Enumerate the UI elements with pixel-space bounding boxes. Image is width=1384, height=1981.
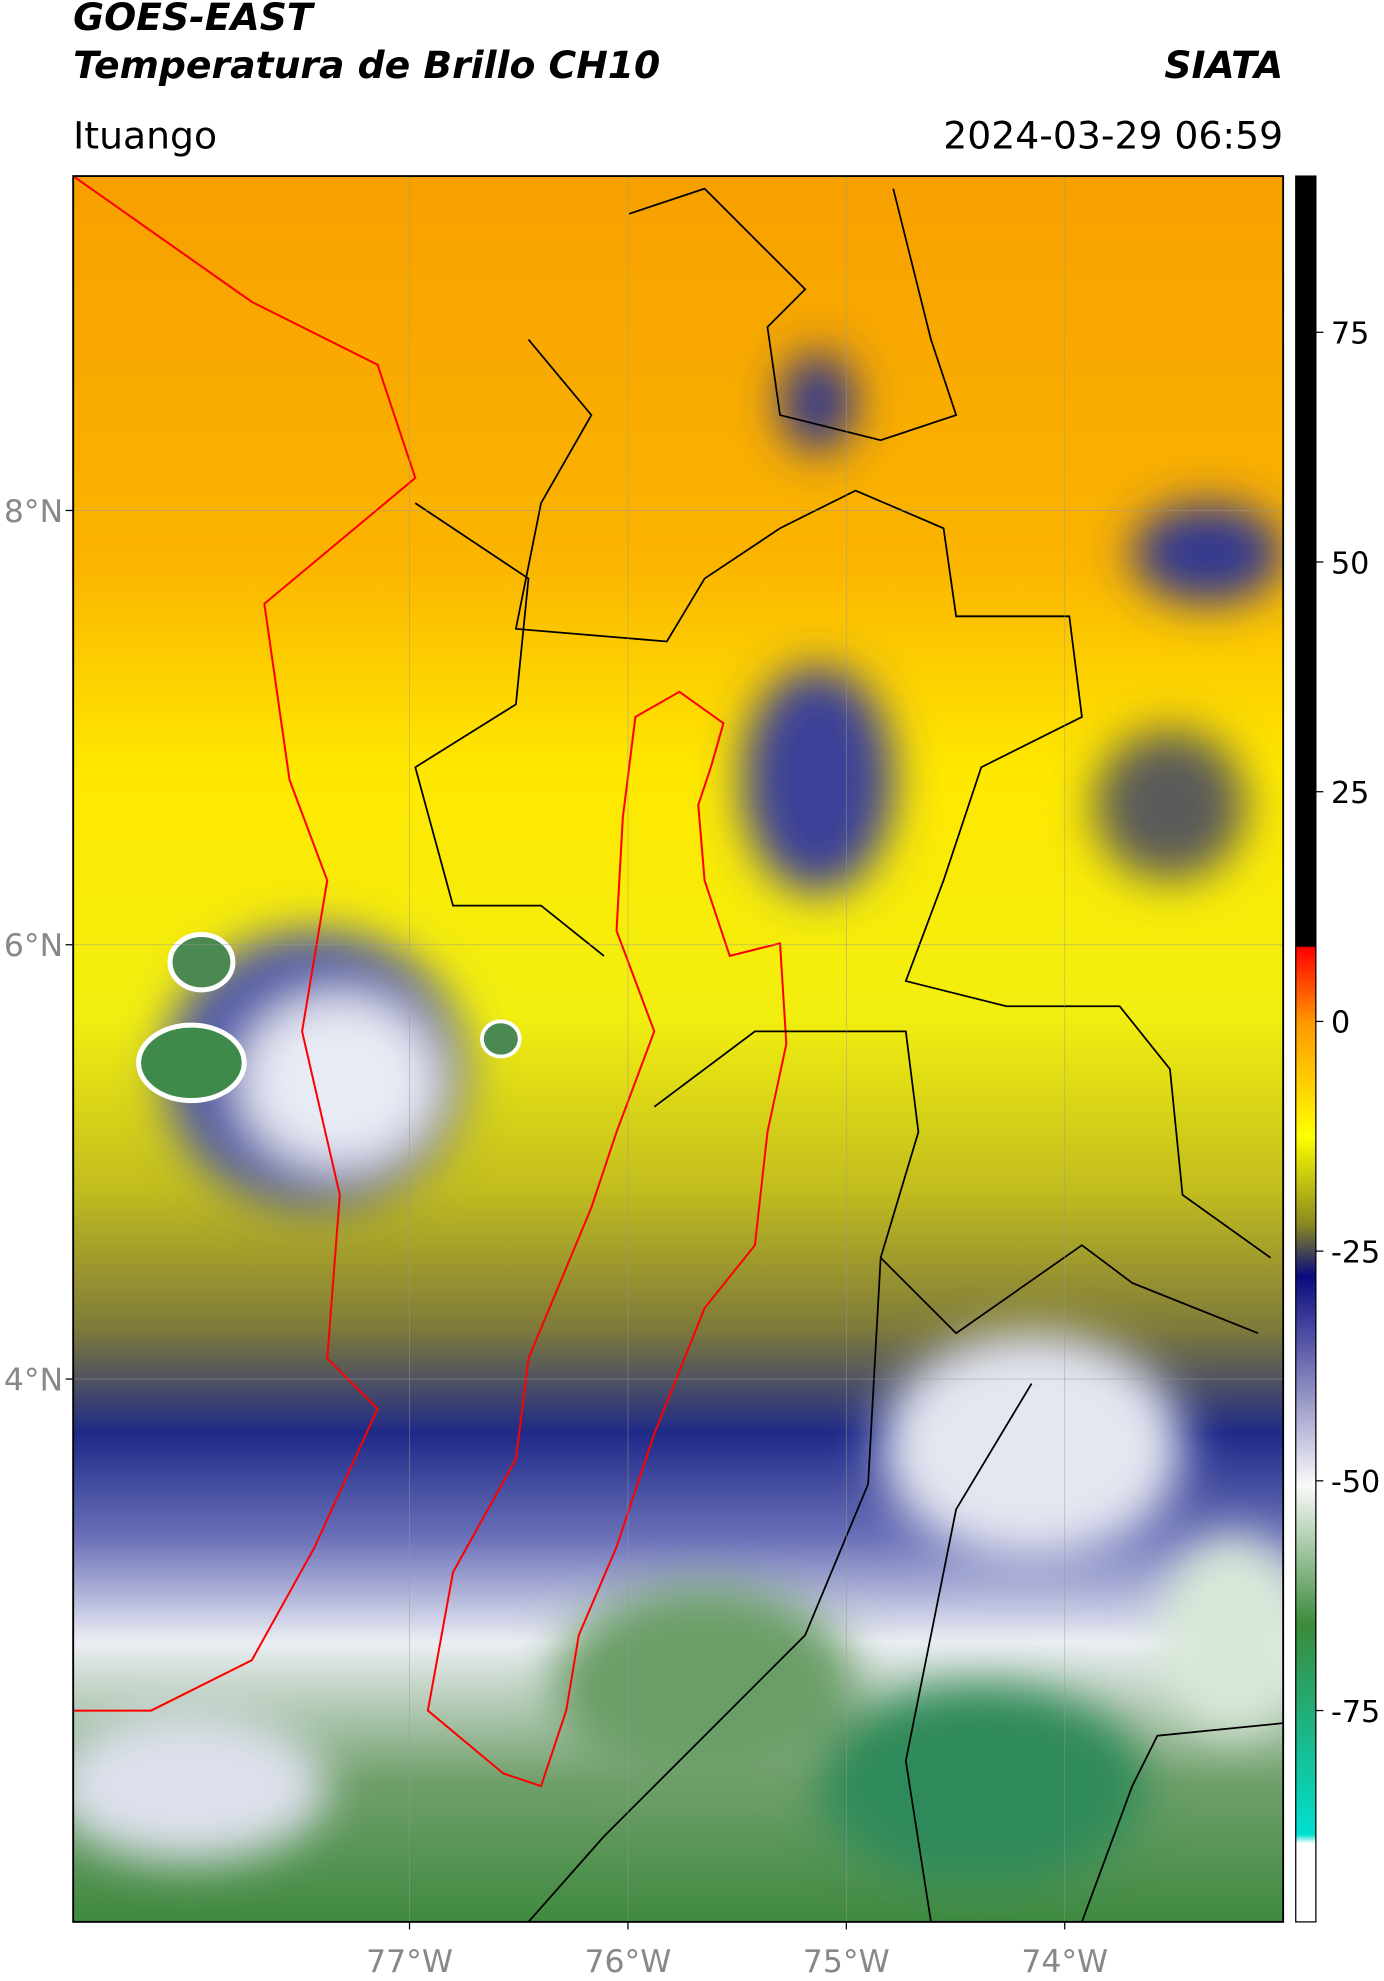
satellite-image	[73, 176, 1284, 1922]
organization: SIATA	[1164, 43, 1283, 87]
colorbar-tick-label: 50	[1331, 546, 1369, 581]
y-tick-label: 8°N	[4, 494, 63, 530]
colorbar-tick-label: 75	[1331, 317, 1369, 352]
colorbar-tick-label: -75	[1331, 1695, 1380, 1730]
timestamp: 2024-03-29 06:59	[943, 113, 1283, 157]
colorbar-tick-label: 25	[1331, 776, 1369, 811]
y-tick-label: 6°N	[4, 928, 63, 964]
location: Ituango	[73, 113, 217, 157]
colorbar-tick-label: 0	[1331, 1006, 1350, 1041]
y-tick-label: 4°N	[4, 1362, 63, 1398]
colorbar-tick-label: -50	[1331, 1465, 1380, 1500]
x-tick-label: 76°W	[585, 1944, 672, 1980]
x-tick-label: 75°W	[803, 1944, 890, 1980]
title: Temperatura de Brillo CH10	[73, 43, 660, 87]
title: GOES-EAST	[73, 0, 316, 39]
x-tick-label: 74°W	[1021, 1944, 1108, 1980]
x-tick-label: 77°W	[366, 1944, 453, 1980]
colorbar-tick-label: -25	[1331, 1235, 1380, 1270]
colorbar	[1295, 175, 1317, 1923]
map-frame	[72, 175, 1285, 1923]
grid	[73, 176, 1284, 1922]
